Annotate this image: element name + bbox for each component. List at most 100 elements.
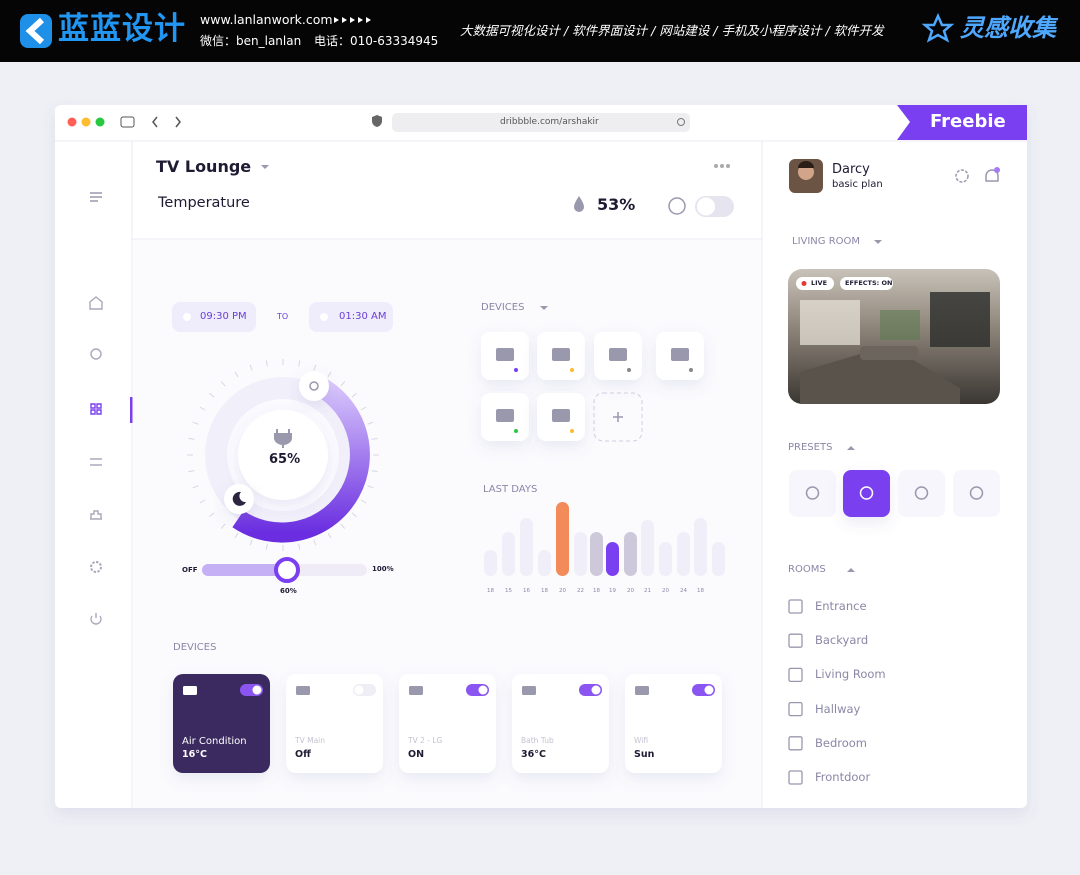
nav-arrows[interactable] <box>152 116 181 128</box>
camera[interactable] <box>788 269 1000 404</box>
arrows <box>334 17 371 23</box>
slider-knob[interactable] <box>274 557 300 583</box>
status-dot <box>570 368 574 372</box>
tick <box>298 543 301 550</box>
status-dot <box>514 368 518 372</box>
settings[interactable] <box>955 169 969 183</box>
more[interactable] <box>714 164 718 168</box>
tick <box>188 470 195 473</box>
day-label: 18 <box>697 588 704 594</box>
bell[interactable] <box>985 169 999 182</box>
time-end: 01:30 AM <box>339 311 387 322</box>
tick <box>298 360 301 367</box>
room-name[interactable]: Backyard <box>815 633 869 648</box>
day-label: 18 <box>541 588 548 594</box>
live-pill <box>796 277 834 290</box>
home-icon[interactable] <box>89 296 103 310</box>
room-title[interactable]: TV Lounge <box>156 157 252 176</box>
device-card[interactable] <box>625 674 722 773</box>
tick <box>249 364 253 371</box>
time-pill[interactable] <box>172 302 256 332</box>
room-icon[interactable] <box>788 770 803 785</box>
dot[interactable] <box>67 117 77 127</box>
card-icon <box>409 686 423 695</box>
device-icon <box>552 409 570 422</box>
dial-center <box>238 410 328 500</box>
tick <box>340 381 346 387</box>
badge: Freebie <box>930 111 1006 132</box>
reload[interactable] <box>677 118 685 126</box>
room-icon[interactable] <box>788 701 803 717</box>
card-value: Off <box>295 749 311 760</box>
room-name[interactable]: Living Room <box>815 667 886 682</box>
dropdown[interactable] <box>540 306 548 310</box>
active-indicator <box>130 397 133 423</box>
sliders-icon[interactable] <box>90 458 102 466</box>
rooms-title[interactable]: ROOMS <box>788 564 826 575</box>
preset-tile[interactable] <box>898 470 945 517</box>
tick <box>234 371 239 378</box>
dropdown[interactable] <box>847 446 855 450</box>
room-icon[interactable] <box>788 633 803 648</box>
tick <box>360 406 367 411</box>
status-dot <box>570 429 574 433</box>
living-room-title[interactable]: LIVING ROOM <box>792 236 861 247</box>
bulb-icon[interactable] <box>90 348 102 360</box>
device-icon <box>496 348 514 361</box>
stats-icon[interactable] <box>90 510 102 520</box>
settings-icon[interactable] <box>90 561 102 573</box>
room-icon[interactable] <box>788 736 803 751</box>
tick <box>220 381 226 387</box>
device-card[interactable] <box>173 674 270 773</box>
day-label: 18 <box>487 588 494 594</box>
tick <box>249 539 253 546</box>
card-toggle-knob <box>704 685 714 695</box>
room-icon[interactable] <box>788 599 803 614</box>
dot[interactable] <box>95 117 105 127</box>
logo-icon <box>20 14 52 48</box>
device-card[interactable] <box>286 674 383 773</box>
clock <box>183 313 191 321</box>
menu-icon[interactable] <box>90 192 102 202</box>
sun-knob[interactable] <box>299 371 329 401</box>
preset-tile[interactable] <box>953 470 1000 517</box>
tick <box>351 392 357 398</box>
dot[interactable] <box>81 117 91 127</box>
room-name[interactable]: Hallway <box>815 701 861 716</box>
room-icon[interactable] <box>788 667 803 683</box>
url-bar[interactable] <box>392 113 690 132</box>
preset-icon <box>969 486 984 500</box>
card-toggle-knob <box>591 685 601 695</box>
logo-text: 蓝蓝设计 <box>58 11 186 47</box>
room-name[interactable]: Frontdoor <box>815 770 871 784</box>
device-card[interactable] <box>512 674 609 773</box>
device-card[interactable] <box>399 674 496 773</box>
url[interactable]: dribbble.com/arshakir <box>500 117 599 127</box>
dropdown[interactable] <box>847 568 855 572</box>
effects-pill <box>840 277 893 290</box>
room-name[interactable]: Bedroom <box>815 735 868 750</box>
cards-title: DEVICES <box>173 642 217 653</box>
preset-tile[interactable] <box>843 470 890 517</box>
sidebar-icon[interactable] <box>120 116 135 128</box>
card-toggle-knob <box>478 685 488 695</box>
status-dot <box>627 368 631 372</box>
preset-tile[interactable] <box>789 470 836 517</box>
day-label: 20 <box>627 588 634 594</box>
bell-dot <box>994 167 1000 173</box>
power-icon[interactable] <box>90 613 102 625</box>
card-icon <box>296 686 310 695</box>
room-name[interactable]: Entrance <box>815 599 867 613</box>
day-label: 22 <box>577 588 584 594</box>
devices-title[interactable]: DEVICES <box>481 302 525 313</box>
add-tile[interactable] <box>593 392 643 442</box>
dropdown[interactable] <box>874 240 882 244</box>
time-pill[interactable] <box>309 302 393 332</box>
dropdown[interactable] <box>261 165 269 169</box>
temperature-label: Temperature <box>158 195 250 211</box>
presets-title[interactable]: PRESETS <box>788 442 833 453</box>
grid-icon[interactable] <box>90 403 102 415</box>
time-start: 09:30 PM <box>200 311 247 322</box>
